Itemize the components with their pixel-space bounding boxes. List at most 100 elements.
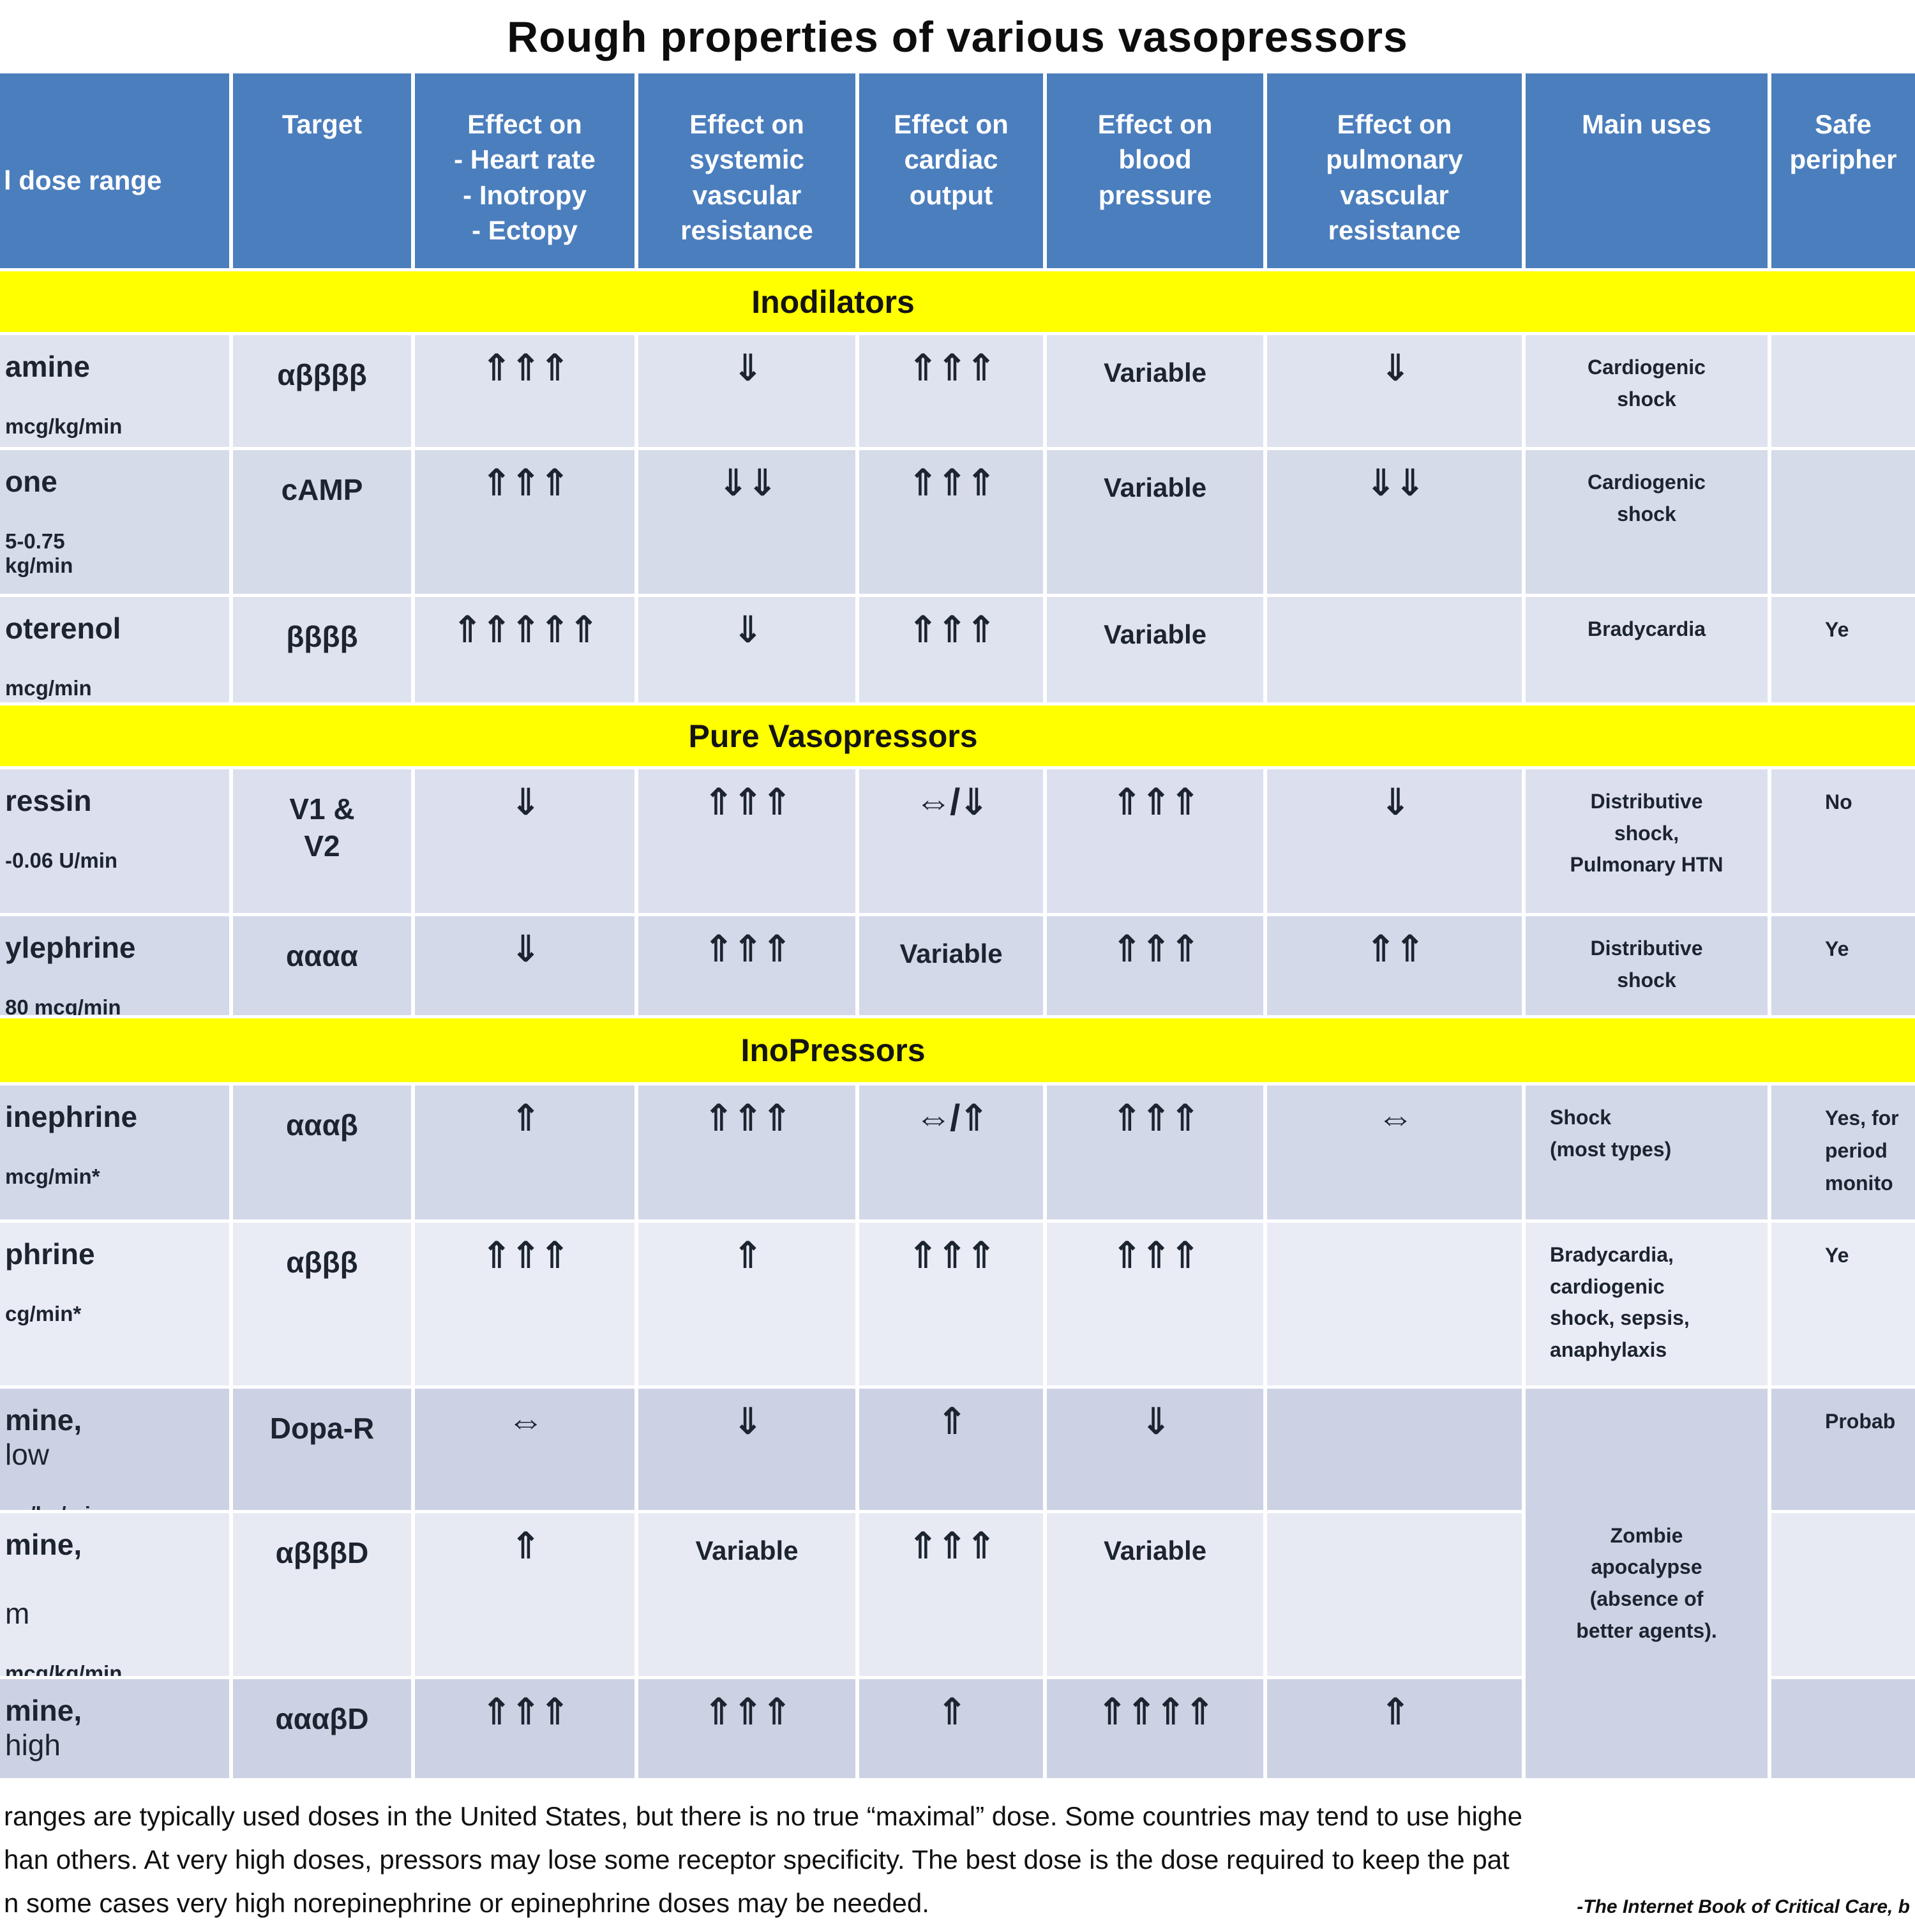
row1-uses-cell: Cardiogenic shock	[1526, 450, 1768, 594]
row5-uses-cell: Shock (most types)	[1526, 1085, 1768, 1219]
row6-hr-cell: ⇑⇑⇑	[415, 1223, 635, 1385]
row8-co-cell: ⇑⇑⇑	[859, 1513, 1043, 1676]
drug-dose: mcg/min*	[5, 1165, 100, 1188]
row1-co-cell: ⇑⇑⇑	[859, 450, 1043, 594]
row6-uses-cell: Bradycardia, cardiogenic shock, sepsis, …	[1526, 1223, 1768, 1385]
footnote-line-2: han others. At very high doses, pressors…	[4, 1845, 1510, 1875]
row4-uses-cell: Distributive shock	[1526, 916, 1768, 1015]
row7-svr-cell: ⇓	[638, 1389, 855, 1510]
row7-safe-cell: Probab	[1771, 1389, 1915, 1510]
drug-dose: cg/min*	[5, 1302, 82, 1325]
drug-dose: -0.06 U/min	[5, 849, 118, 872]
drug-name-bold: mine,	[5, 1528, 82, 1561]
row7-bp-cell: ⇓	[1047, 1389, 1263, 1510]
header-col-6: Effect on pulmonary vascular resistance	[1267, 73, 1522, 268]
row9-co-cell: ⇑	[859, 1679, 1043, 1778]
vasopressor-table: l dose range Target Effect on - Heart rate…	[0, 73, 1915, 1778]
row2-pvr-cell	[1267, 597, 1522, 702]
row3-co-cell: ⇔/⇓	[859, 769, 1043, 913]
drug-name-bold: phrine	[5, 1237, 95, 1271]
row7-hr-cell: ⇔	[415, 1389, 635, 1510]
row9-target-cell: αααβD	[233, 1679, 411, 1778]
row7-co-cell: ⇑	[859, 1389, 1043, 1510]
footnote-line-1: ranges are typically used doses in the U…	[4, 1801, 1522, 1831]
row9-pvr-cell: ⇑	[1267, 1679, 1522, 1778]
section-band-2: InoPressors	[0, 1018, 1915, 1082]
row1-safe-cell	[1771, 450, 1915, 594]
row4-target-cell: αααα	[233, 916, 411, 1015]
row3-safe-cell: No	[1771, 769, 1915, 913]
row8-svr-cell: Variable	[638, 1513, 855, 1676]
footnote-line-3: n some cases very high norepinephrine or…	[4, 1888, 929, 1919]
row3-bp-cell: ⇑⇑⇑	[1047, 769, 1263, 913]
row3-svr-cell: ⇑⇑⇑	[638, 769, 855, 913]
row2-safe-cell: Ye	[1771, 597, 1915, 702]
row8-bp-cell: Variable	[1047, 1513, 1263, 1676]
header-col-1: Target	[233, 73, 411, 268]
row5-target-cell: αααβ	[233, 1085, 411, 1219]
row7-target-cell: Dopa-R	[233, 1389, 411, 1510]
row0-bp-cell: Variable	[1047, 335, 1263, 447]
row6-pvr-cell	[1267, 1223, 1522, 1385]
row5-co-cell: ⇔/⇑	[859, 1085, 1043, 1219]
row6-co-cell: ⇑⇑⇑	[859, 1223, 1043, 1385]
row1-bp-cell: Variable	[1047, 450, 1263, 594]
header-col-5: Effect on blood pressure	[1047, 73, 1263, 268]
row9-hr-cell: ⇑⇑⇑	[415, 1679, 635, 1778]
row8-safe-cell	[1771, 1513, 1915, 1676]
row3-drug-cell: ressin -0.06 U/min	[0, 769, 229, 913]
drug-dose: mcg/kg/min	[5, 414, 123, 438]
row6-safe-cell: Ye	[1771, 1223, 1915, 1385]
row0-safe-cell	[1771, 335, 1915, 447]
row1-target-cell: cAMP	[233, 450, 411, 594]
row8-target-cell: αβββD	[233, 1513, 411, 1676]
drug-dose: 80 mcg/min	[5, 995, 121, 1015]
row2-hr-cell: ⇑⇑⇑⇑⇑	[415, 597, 635, 702]
dopamine-uses-merged-cell: Zombie apocalypse (absence of better age…	[1526, 1389, 1768, 1778]
row5-safe-cell: Yes, for period monito	[1771, 1085, 1915, 1219]
row5-svr-cell: ⇑⇑⇑	[638, 1085, 855, 1219]
row9-svr-cell: ⇑⇑⇑	[638, 1679, 855, 1778]
drug-dose: cg/kg/min	[5, 1502, 227, 1510]
page-title: Rough properties of various vasopressors	[507, 12, 1408, 61]
row6-target-cell: αβββ	[233, 1223, 411, 1385]
section-band-0: Inodilators	[0, 271, 1915, 332]
drug-dose: mcg/min	[5, 676, 92, 700]
row9-bp-cell: ⇑⇑⇑⇑	[1047, 1679, 1263, 1778]
row7-drug-cell: mine, low cg/kg/min	[0, 1389, 229, 1510]
section-band-1: Pure Vasopressors	[0, 706, 1915, 766]
row6-svr-cell: ⇑	[638, 1223, 855, 1385]
drug-name-bold: mine,	[5, 1403, 82, 1437]
row4-co-cell: Variable	[859, 916, 1043, 1015]
header-col-3: Effect on systemic vascular resistance	[638, 73, 855, 268]
row2-bp-cell: Variable	[1047, 597, 1263, 702]
title-bar: Rough properties of various vasopressors	[0, 0, 1915, 73]
row1-pvr-cell: ⇓⇓	[1267, 450, 1522, 594]
header-col-0: l dose range	[0, 73, 229, 268]
row0-co-cell: ⇑⇑⇑	[859, 335, 1043, 447]
drug-name-regular: low	[5, 1438, 50, 1471]
row4-pvr-cell: ⇑⇑	[1267, 916, 1522, 1015]
row0-uses-cell: Cardiogenic shock	[1526, 335, 1768, 447]
drug-name-regular: high	[5, 1728, 61, 1762]
row9-safe-cell	[1771, 1679, 1915, 1778]
row1-svr-cell: ⇓⇓	[638, 450, 855, 594]
row8-pvr-cell	[1267, 1513, 1522, 1676]
row3-uses-cell: Distributive shock, Pulmonary HTN	[1526, 769, 1768, 913]
header-col-7: Main uses	[1526, 73, 1768, 268]
row7-pvr-cell	[1267, 1389, 1522, 1510]
row1-hr-cell: ⇑⇑⇑	[415, 450, 635, 594]
drug-name-bold: mine,	[5, 1694, 82, 1727]
row3-pvr-cell: ⇓	[1267, 769, 1522, 913]
drug-dose: 5-0.75 kg/min	[5, 529, 73, 577]
row9-drug-cell: mine, highmcg/kg/min	[0, 1679, 229, 1778]
footnote-attribution: -The Internet Book of Critical Care, b	[1577, 1896, 1910, 1917]
row4-safe-cell: Ye	[1771, 916, 1915, 1015]
header-col-2: Effect on - Heart rate - Inotropy - Ecto…	[415, 73, 635, 268]
row0-svr-cell: ⇓	[638, 335, 855, 447]
drug-name-bold: oterenol	[5, 612, 121, 645]
drug-name-bold: ylephrine	[5, 931, 136, 964]
row2-target-cell: ββββ	[233, 597, 411, 702]
row4-svr-cell: ⇑⇑⇑	[638, 916, 855, 1015]
row2-co-cell: ⇑⇑⇑	[859, 597, 1043, 702]
